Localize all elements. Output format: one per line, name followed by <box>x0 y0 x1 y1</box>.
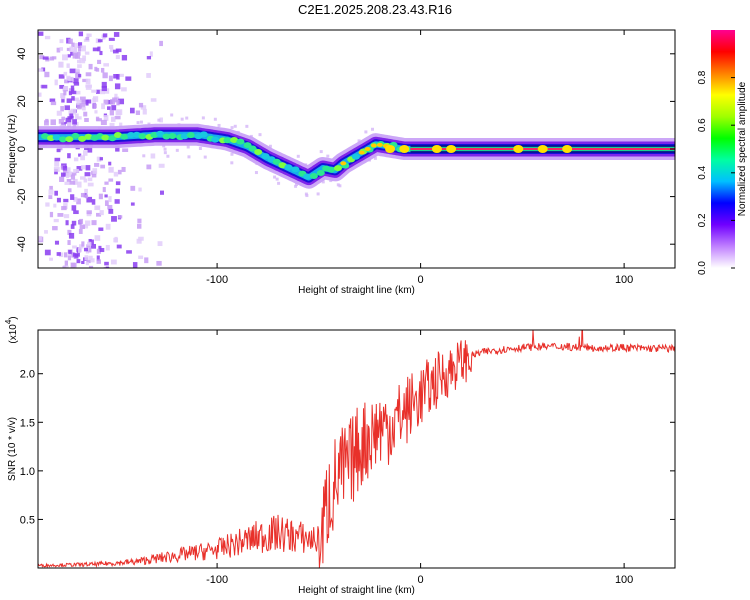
x-axis-label: Height of straight line (km) <box>298 285 415 296</box>
colorbar-tick-label: 0.8 <box>697 70 708 84</box>
y-tick-label: 0.5 <box>20 514 35 526</box>
y-tick-label: 1.5 <box>20 417 35 429</box>
x-tick-label: 0 <box>418 574 424 586</box>
y-tick-label: 1.0 <box>20 466 35 478</box>
y-axis-label: SNR (10 * v/v) <box>7 417 18 481</box>
x-tick-label: 100 <box>615 274 633 286</box>
x-tick-label: 100 <box>615 574 633 586</box>
y-scale-base: (x10 <box>8 324 19 344</box>
colorbar-tick-label: 0.4 <box>697 165 708 179</box>
colorbar-tick-label: 0.6 <box>697 118 708 132</box>
colorbar-label: Normalized spectral amplitude <box>737 81 748 216</box>
y-tick-label: 0 <box>16 146 28 152</box>
y-tick-label: 2.0 <box>20 369 35 381</box>
colorbar <box>711 30 735 268</box>
y-tick-label: -40 <box>16 236 28 252</box>
chart-title: C2E1.2025.208.23.43.R16 <box>298 2 452 17</box>
y-tick-label: -20 <box>16 189 28 205</box>
svg-text:(x104): (x104) <box>4 316 19 343</box>
y-scale-label: (x104) <box>4 316 19 343</box>
y-tick-label: 40 <box>16 48 28 60</box>
colorbar-tick-label: 0.2 <box>697 213 708 227</box>
y-axis-label: Frequency (Hz) <box>7 115 18 184</box>
snr-line <box>38 330 675 568</box>
colorbar-tick-label: 0.0 <box>697 261 708 275</box>
x-tick-label: 0 <box>418 274 424 286</box>
x-axis-label: Height of straight line (km) <box>298 585 415 596</box>
x-tick-label: -100 <box>206 274 228 286</box>
x-tick-label: -100 <box>206 574 228 586</box>
bottom-plot-frame <box>37 329 676 569</box>
y-scale-exponent: 4 <box>4 319 13 324</box>
y-tick-label: 20 <box>16 95 28 107</box>
spectrogram <box>38 31 675 268</box>
